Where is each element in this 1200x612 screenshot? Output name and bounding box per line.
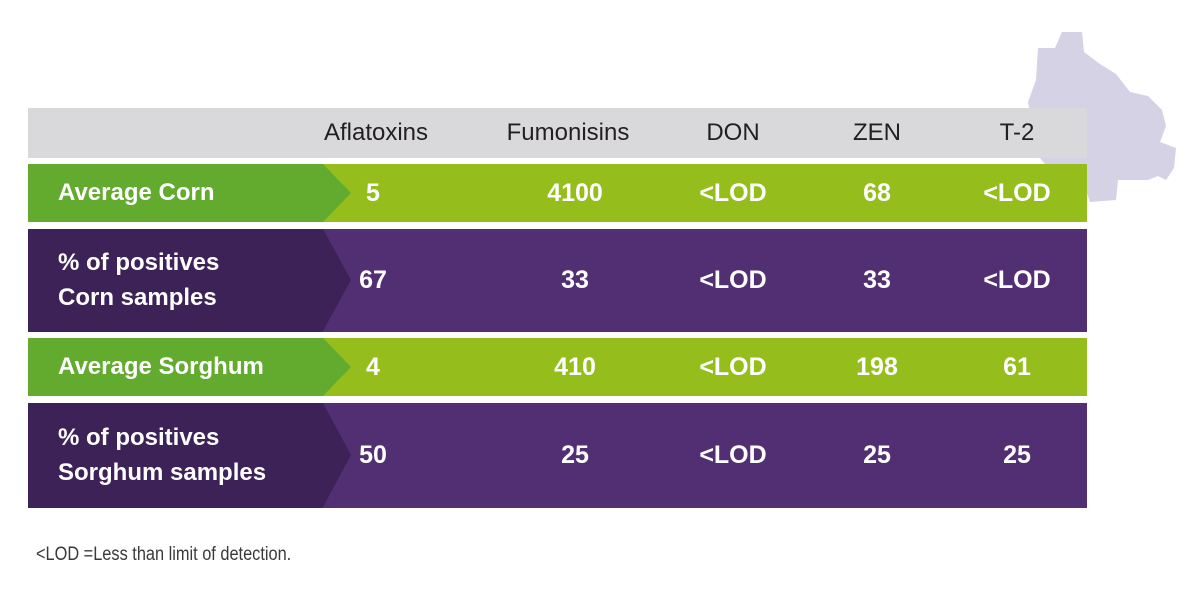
column-header-zen: ZEN [853, 119, 901, 146]
cell-don: <LOD [699, 178, 767, 207]
row-label-arrow [323, 338, 351, 396]
cell-aflatoxins: 67 [359, 266, 387, 294]
row-label: % of positives Sorghum samples [28, 403, 323, 508]
column-header-don: DON [706, 119, 760, 146]
column-header-t2: T-2 [999, 119, 1035, 146]
region-map-icon [1028, 32, 1176, 202]
cell-don: <LOD [699, 352, 767, 381]
cell-don: <LOD [699, 266, 767, 294]
table-row: % of positives Sorghum samples 50 25 <LOD 25… [28, 403, 1087, 508]
cell-zen: 198 [856, 352, 898, 381]
row-label-arrow [323, 229, 351, 331]
cell-fumonisins: 4100 [547, 178, 603, 207]
row-label-arrow [323, 403, 351, 507]
row-label: Average Corn [28, 164, 323, 222]
cell-t2: 61 [1003, 352, 1031, 381]
table-row: Average Sorghum 4 410 <LOD 198 61 [28, 338, 1087, 396]
cell-t2: 25 [1003, 441, 1031, 469]
cell-zen: 33 [863, 266, 891, 294]
table-row: Average Corn 5 4100 <LOD 68 <LOD [28, 164, 1087, 222]
cell-aflatoxins: 50 [359, 441, 387, 469]
column-header-aflatoxins: Aflatoxins [323, 119, 429, 146]
map-silhouette [1028, 32, 1176, 202]
row-label: % of positives Corn samples [28, 229, 323, 332]
row-label-arrow [323, 164, 351, 222]
cell-aflatoxins: 4 [366, 352, 380, 381]
column-header-fumonisins: Fumonisins [506, 119, 630, 146]
cell-fumonisins: 25 [561, 441, 589, 469]
cell-aflatoxins: 5 [366, 178, 380, 207]
table-header: Aflatoxins Fumonisins DON ZEN T-2 [28, 108, 1087, 158]
cell-zen: 25 [863, 441, 891, 469]
cell-fumonisins: 33 [561, 266, 589, 294]
cell-t2: <LOD [983, 178, 1051, 207]
cell-fumonisins: 410 [554, 352, 596, 381]
cell-don: <LOD [699, 441, 767, 469]
footnote: <LOD =Less than limit of detection. [36, 544, 292, 565]
cell-t2: <LOD [983, 266, 1051, 294]
table-row: % of positives Corn samples 67 33 <LOD 33 <LO… [28, 229, 1087, 332]
row-label: Average Sorghum [28, 338, 323, 396]
cell-zen: 68 [863, 178, 891, 207]
